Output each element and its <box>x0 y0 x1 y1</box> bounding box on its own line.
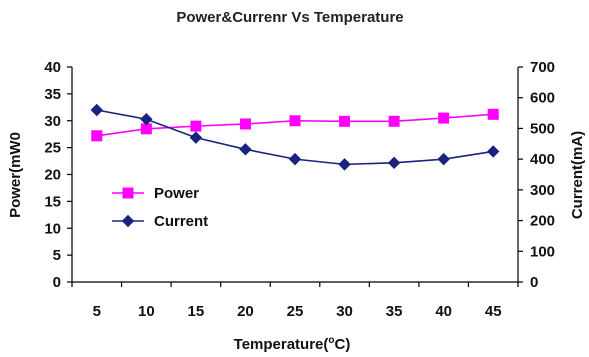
x-axis-label-paren: ( <box>323 336 328 353</box>
left-y-ticks: 0 5 10 15 20 25 30 35 40 <box>44 59 72 291</box>
right-y-tick-label: 300 <box>530 182 555 199</box>
data-point-power <box>487 108 499 120</box>
left-y-tick-label: 30 <box>44 113 61 130</box>
right-y-ticks: 0 100 200 300 400 500 600 700 <box>518 59 555 291</box>
data-point-current <box>338 158 351 171</box>
series-power <box>91 108 499 142</box>
legend-label-current: Current <box>154 213 208 230</box>
x-tick-label: 30 <box>336 303 353 320</box>
data-point-power <box>239 118 251 130</box>
left-y-tick-label: 20 <box>44 167 61 184</box>
right-y-tick-label: 700 <box>530 59 555 76</box>
left-y-tick-label: 5 <box>53 247 61 264</box>
legend-marker-current <box>121 214 135 228</box>
x-tick-label: 40 <box>435 303 452 320</box>
series-layer <box>90 103 500 171</box>
right-y-tick-label: 0 <box>530 274 538 291</box>
legend: Power Current <box>112 185 208 230</box>
legend-item-current: Current <box>112 213 208 230</box>
data-point-power <box>388 115 400 127</box>
x-tick-label: 45 <box>485 303 502 320</box>
data-point-power <box>438 112 450 124</box>
x-axis-label: Temperature(oC) <box>234 335 351 353</box>
x-tick-label: 15 <box>188 303 205 320</box>
x-tick-label: 25 <box>287 303 304 320</box>
left-y-tick-label: 25 <box>44 140 61 157</box>
x-axis-label-degree: o <box>328 335 334 346</box>
x-ticks: 5 10 15 20 25 30 35 40 45 <box>71 282 519 320</box>
right-y-tick-label: 500 <box>530 120 555 137</box>
right-y-tick-label: 400 <box>530 151 555 168</box>
right-y-tick-label: 200 <box>530 213 555 230</box>
chart-title: Power&Currenr Vs Temperature <box>176 9 403 26</box>
x-axis-label-unit: C) <box>335 336 351 353</box>
data-point-current <box>239 143 252 156</box>
series-current <box>90 103 500 171</box>
data-point-current <box>90 103 103 117</box>
y2-axis-label: Current(mA) <box>569 131 586 219</box>
data-point-current <box>437 152 450 166</box>
data-point-current <box>140 113 153 126</box>
data-point-current <box>487 145 500 158</box>
left-y-tick-label: 0 <box>53 274 61 291</box>
data-point-current <box>189 131 203 144</box>
data-point-power <box>91 130 103 142</box>
data-point-current <box>288 152 302 166</box>
left-y-tick-label: 40 <box>44 59 61 76</box>
data-point-power <box>289 115 301 127</box>
data-point-current <box>387 156 401 170</box>
legend-label-power: Power <box>154 185 199 202</box>
data-point-power <box>190 120 202 132</box>
y-axis-label: Power(mW0 <box>7 132 24 218</box>
x-tick-label: 35 <box>386 303 403 320</box>
left-y-tick-label: 10 <box>44 220 61 237</box>
left-y-tick-label: 35 <box>44 86 61 103</box>
x-tick-label: 20 <box>237 303 254 320</box>
legend-marker-power <box>122 187 134 199</box>
x-tick-label: 10 <box>138 303 155 320</box>
right-y-tick-label: 600 <box>530 90 555 107</box>
x-tick-label: 5 <box>93 303 101 320</box>
data-point-power <box>339 115 351 127</box>
left-y-tick-label: 15 <box>44 193 61 210</box>
x-axis-label-text: Temperature <box>234 336 324 353</box>
right-y-tick-label: 100 <box>530 243 555 260</box>
legend-item-power: Power <box>112 185 199 202</box>
